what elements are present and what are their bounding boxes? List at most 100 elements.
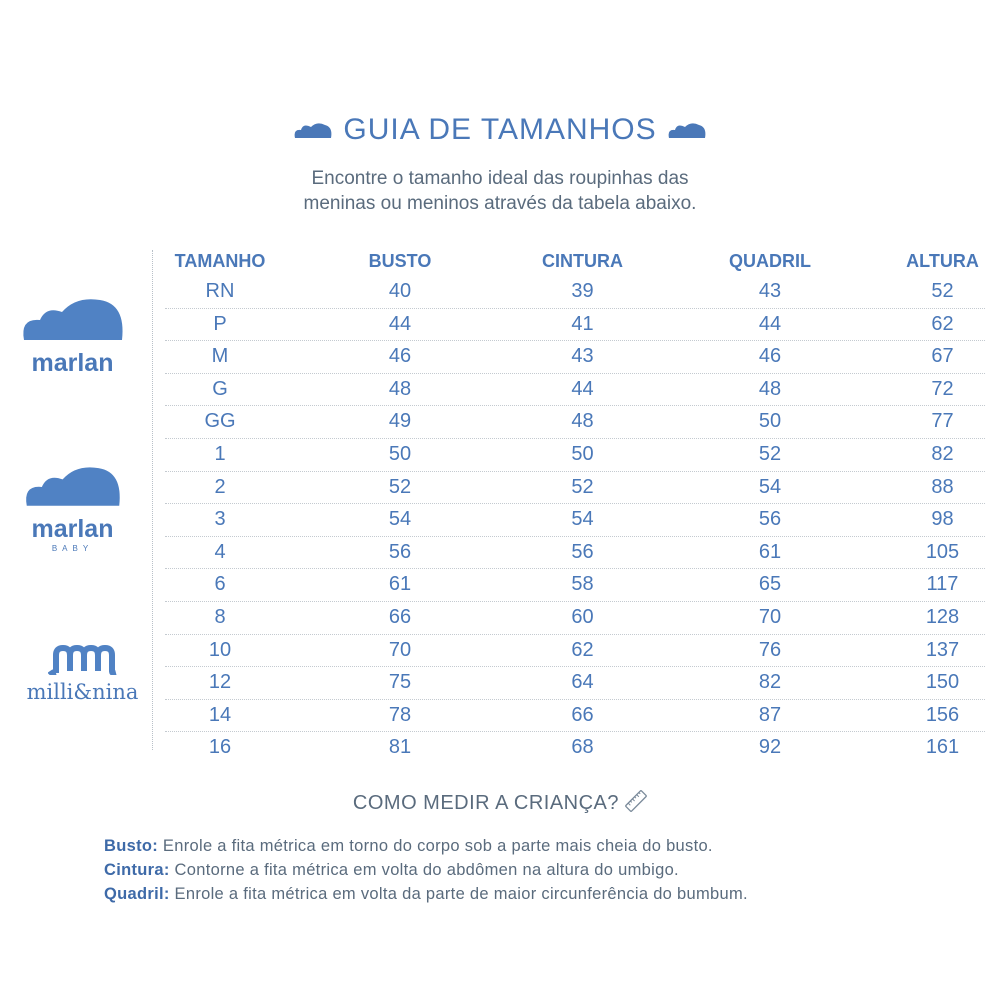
table-cell: 61 [388,573,412,596]
header-cell: TAMANHO [174,251,266,271]
table-cell: 68 [571,736,594,759]
table-row: RN 40 39 43 52 [165,276,985,309]
marlan-baby-logo: marlan BABY [15,464,130,553]
table-cell: RN [205,280,235,302]
table-row: 12 75 64 82 150 [165,667,985,700]
marlan-wordmark: marlan [31,515,114,543]
cloud-icon [668,123,706,139]
table-row: 10 70 62 76 137 [165,635,985,668]
table-cell: 72 [931,377,954,400]
table-cell: 70 [758,605,782,628]
table-cell: 88 [931,475,954,498]
ruler-icon [625,790,647,812]
table-cell: 105 [925,540,960,563]
table-row: GG 49 48 50 77 [165,406,985,439]
note-cintura: Cintura: Contorne a fita métrica em volt… [104,858,748,882]
table-cell: 41 [571,312,594,335]
table-cell: 65 [758,573,782,596]
table-cell: 49 [388,410,412,433]
note-label: Cintura: [104,861,170,879]
table-row: 14 78 66 87 156 [165,700,985,733]
table-cell: 82 [931,442,954,465]
table-cell: 98 [931,508,954,531]
table-cell: 10 [208,638,232,661]
subtitle: Encontre o tamanho ideal das roupinhas d… [0,166,1000,216]
table-cell: 43 [571,345,594,368]
table-cell: 66 [571,703,594,726]
note-quadril: Quadril: Enrole a fita métrica em volta … [104,882,748,906]
table-cell: 137 [925,638,960,661]
note-text: Enrole a fita métrica em volta da parte … [169,885,748,903]
size-table: TAMANHO BUSTO CINTURA QUADRIL ALTURA RN 4… [165,246,985,764]
table-cell: M [211,345,229,368]
table-cell: 1 [214,442,226,465]
table-cell: 8 [214,605,226,628]
table-cell: 60 [571,605,594,628]
table-cell: 62 [931,312,954,335]
table-row: 16 81 68 92 161 [165,732,985,764]
table-cell: 52 [571,475,594,498]
table-cell: 82 [758,671,782,694]
note-text: Contorne a fita métrica em volta do abdô… [169,861,679,879]
cloud-icon [25,467,120,506]
table-cell: 56 [388,540,412,563]
table-row: 6 61 58 65 117 [165,569,985,602]
table-row: G 48 44 48 72 [165,374,985,407]
how-to-text: COMO MEDIR A CRIANÇA? [352,792,620,814]
note-label: Busto: [104,837,159,855]
table-row: 8 66 60 70 128 [165,602,985,635]
table-cell: 52 [931,280,954,302]
note-text: Enrole a fita métrica em torno do corpo … [158,837,713,855]
table-cell: 44 [571,377,594,400]
divider [152,250,153,750]
table-row: M 46 43 46 67 [165,341,985,374]
table-cell: 50 [388,442,412,465]
header-cell: CINTURA [542,251,623,271]
table-cell: 150 [925,671,960,694]
table-cell: 39 [571,280,594,302]
table-cell: 52 [388,475,412,498]
table-cell: 161 [925,736,960,759]
table-row: 3 54 54 56 98 [165,504,985,537]
table-cell: 128 [925,605,960,628]
table-cell: 50 [571,442,594,465]
table-row: 2 52 52 54 88 [165,472,985,505]
table-cell: 2 [214,475,226,498]
table-cell: 3 [214,508,226,531]
table-cell: 48 [758,377,782,400]
table-cell: 56 [571,540,594,563]
table-row: 4 56 56 61 105 [165,537,985,570]
table-cell: 58 [571,573,594,596]
table-cell: 87 [758,703,782,726]
header-cell: ALTURA [906,251,979,271]
table-cell: 52 [758,442,782,465]
mm-monogram-icon [47,644,117,677]
page-title: GUIA DE TAMANHOS [0,112,1000,147]
table-cell: GG [204,410,236,433]
how-to-measure-heading: COMO MEDIR A CRIANÇA? [0,790,1000,815]
table-cell: 14 [208,703,232,726]
marlan-wordmark: marlan [31,349,114,377]
table-cell: 48 [388,377,412,400]
baby-label: BABY [51,544,94,553]
table-cell: 77 [931,410,954,433]
measure-notes: Busto: Enrole a fita métrica em torno do… [104,834,748,906]
table-cell: 6 [214,573,226,596]
table-cell: 156 [925,703,960,726]
table-cell: 75 [388,671,412,694]
table-cell: 40 [388,280,412,302]
table-cell: 48 [571,410,594,433]
table-cell: 66 [388,605,412,628]
table-cell: 92 [758,736,782,759]
header-cell: BUSTO [368,251,432,271]
table-cell: 54 [571,508,594,531]
table-cell: 67 [931,345,954,368]
table-cell: 56 [758,508,782,531]
table-cell: 46 [388,345,412,368]
table-cell: P [213,312,227,335]
table-cell: 4 [214,540,226,563]
table-cell: 44 [758,312,782,335]
table-cell: 76 [758,638,782,661]
table-row: P 44 41 44 62 [165,309,985,342]
header-cell: QUADRIL [729,251,811,271]
